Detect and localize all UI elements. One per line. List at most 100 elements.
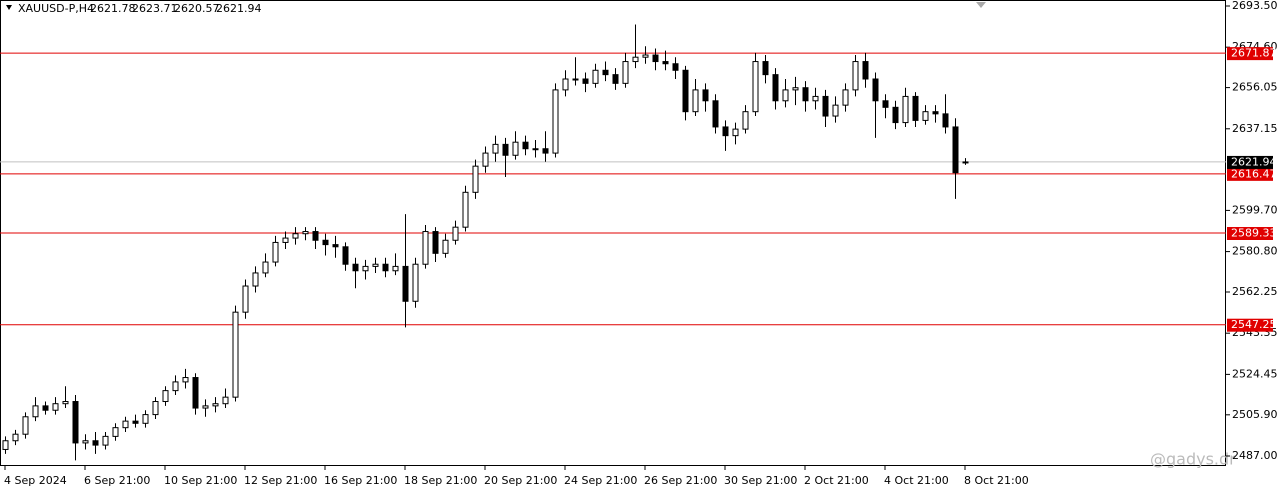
candle-body bbox=[42, 405, 49, 411]
header-ohlc: 2621.78 bbox=[90, 2, 136, 15]
candle-body bbox=[712, 100, 719, 128]
candle-body bbox=[732, 128, 739, 137]
x-tick-label: 12 Sep 21:00 bbox=[244, 474, 317, 487]
candle-body bbox=[912, 95, 919, 121]
candle-body bbox=[592, 69, 599, 84]
candle-body bbox=[422, 231, 429, 265]
candle-body bbox=[62, 401, 69, 405]
candle-body bbox=[132, 420, 139, 424]
candle-body bbox=[32, 405, 39, 418]
y-tick-label: 2487.00 bbox=[1232, 449, 1278, 462]
candle-body bbox=[852, 61, 859, 91]
candle-body bbox=[582, 78, 589, 84]
candle-body bbox=[622, 61, 629, 84]
chart-title: XAUUSD-P,H4 bbox=[18, 2, 94, 15]
candle-body bbox=[932, 111, 939, 115]
candle-body bbox=[762, 61, 769, 76]
candle-body bbox=[632, 56, 639, 63]
candle-body bbox=[532, 148, 539, 151]
candle-body bbox=[402, 265, 409, 302]
current-price-box bbox=[1227, 155, 1273, 169]
candle-body bbox=[152, 401, 159, 416]
candle-body bbox=[202, 405, 209, 409]
candle-body bbox=[612, 74, 619, 84]
candle-body bbox=[962, 161, 969, 164]
level-label: 2547.25 bbox=[1231, 318, 1277, 331]
y-tick-label: 2656.05 bbox=[1232, 81, 1278, 94]
candle-body bbox=[452, 226, 459, 241]
shift-marker bbox=[976, 2, 986, 8]
x-tick-label: 4 Sep 2024 bbox=[4, 474, 67, 487]
candle-body bbox=[702, 89, 709, 102]
header-ohlc: 2623.71 bbox=[132, 2, 178, 15]
candle-body bbox=[792, 87, 799, 91]
level-label-box bbox=[1227, 318, 1273, 332]
candle-body bbox=[682, 69, 689, 113]
candle-body bbox=[52, 403, 59, 411]
y-tick-label: 2580.80 bbox=[1232, 245, 1278, 258]
candle-body bbox=[742, 111, 749, 130]
y-tick-label: 2562.25 bbox=[1232, 285, 1278, 298]
candle-body bbox=[562, 78, 569, 91]
level-label-box bbox=[1227, 167, 1273, 181]
candle-body bbox=[802, 87, 809, 102]
candle-body bbox=[382, 263, 389, 272]
level-label: 2671.87 bbox=[1231, 47, 1277, 60]
candle-body bbox=[842, 89, 849, 106]
candle-body bbox=[752, 61, 759, 113]
candle-body bbox=[362, 265, 369, 272]
candle-body bbox=[242, 285, 249, 313]
level-label: 2616.47 bbox=[1231, 167, 1277, 180]
candle-body bbox=[922, 111, 929, 121]
candle-body bbox=[252, 272, 259, 287]
candle-body bbox=[872, 78, 879, 102]
x-tick-label: 6 Sep 21:00 bbox=[84, 474, 150, 487]
level-label-box bbox=[1227, 47, 1273, 61]
candle-body bbox=[432, 231, 439, 254]
header-ohlc: 2621.94 bbox=[216, 2, 262, 15]
candle-body bbox=[482, 152, 489, 167]
candle-body bbox=[512, 141, 519, 156]
candle-body bbox=[502, 143, 509, 156]
x-tick-label: 30 Sep 21:00 bbox=[724, 474, 797, 487]
candle-body bbox=[692, 89, 699, 113]
x-tick-label: 4 Oct 21:00 bbox=[884, 474, 949, 487]
candle-body bbox=[102, 435, 109, 446]
x-tick-label: 8 Oct 21:00 bbox=[964, 474, 1029, 487]
candle-body bbox=[542, 148, 549, 154]
candle-body bbox=[302, 231, 309, 235]
candle-body bbox=[162, 390, 169, 403]
candle-body bbox=[882, 100, 889, 108]
candle-body bbox=[662, 61, 669, 65]
candle-body bbox=[572, 78, 579, 81]
candle-body bbox=[352, 263, 359, 272]
candle-body bbox=[832, 104, 839, 117]
candle-body bbox=[492, 143, 499, 154]
candle-body bbox=[212, 403, 219, 407]
candle-body bbox=[332, 244, 339, 248]
candle-body bbox=[342, 246, 349, 265]
candle-body bbox=[112, 427, 119, 437]
current-price-label: 2621.94 bbox=[1231, 155, 1277, 168]
candle-body bbox=[292, 233, 299, 239]
y-tick-label: 2599.70 bbox=[1232, 203, 1278, 216]
y-tick-label: 2637.15 bbox=[1232, 122, 1278, 135]
y-tick-label: 2524.45 bbox=[1232, 367, 1278, 380]
candle-body bbox=[262, 261, 269, 274]
candle-body bbox=[272, 241, 279, 263]
candle-body bbox=[652, 54, 659, 63]
candle-body bbox=[782, 89, 789, 102]
candle-body bbox=[282, 237, 289, 243]
y-tick-label: 2693.50 bbox=[1232, 0, 1278, 12]
candle-body bbox=[862, 61, 869, 80]
candle-body bbox=[392, 265, 399, 272]
candle-body bbox=[462, 191, 469, 228]
candle-body bbox=[442, 239, 449, 254]
candle-body bbox=[372, 263, 379, 267]
level-label: 2589.33 bbox=[1231, 227, 1277, 240]
candle-body bbox=[122, 420, 129, 429]
candle-body bbox=[672, 63, 679, 71]
candle-body bbox=[522, 141, 529, 150]
candle-body bbox=[772, 74, 779, 102]
